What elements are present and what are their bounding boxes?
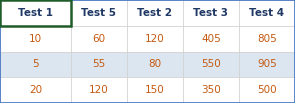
Text: 55: 55 xyxy=(92,59,105,69)
Text: 80: 80 xyxy=(148,59,161,69)
Bar xyxy=(127,0,183,26)
Text: 550: 550 xyxy=(201,59,221,69)
Text: 20: 20 xyxy=(29,85,42,95)
Bar xyxy=(0,26,71,52)
Bar xyxy=(71,52,127,77)
Bar xyxy=(239,26,295,52)
Bar xyxy=(239,0,295,26)
Bar xyxy=(183,0,239,26)
Bar xyxy=(183,52,239,77)
Bar xyxy=(0,0,71,26)
Text: Test 1: Test 1 xyxy=(18,8,53,18)
Bar xyxy=(127,26,183,52)
Text: 120: 120 xyxy=(89,85,109,95)
Bar xyxy=(127,52,183,77)
Text: 10: 10 xyxy=(29,34,42,44)
Text: Test 2: Test 2 xyxy=(137,8,172,18)
Text: 805: 805 xyxy=(257,34,277,44)
Bar xyxy=(71,0,127,26)
Text: Test 3: Test 3 xyxy=(194,8,228,18)
Text: 150: 150 xyxy=(145,85,165,95)
Bar xyxy=(71,26,127,52)
Bar xyxy=(239,52,295,77)
Bar xyxy=(0,77,71,103)
Text: 405: 405 xyxy=(201,34,221,44)
Text: 120: 120 xyxy=(145,34,165,44)
Bar xyxy=(183,26,239,52)
Text: 905: 905 xyxy=(257,59,277,69)
Bar xyxy=(183,77,239,103)
Text: 500: 500 xyxy=(257,85,277,95)
Text: Test 4: Test 4 xyxy=(249,8,285,18)
Text: Test 5: Test 5 xyxy=(81,8,116,18)
Bar xyxy=(239,77,295,103)
Text: 5: 5 xyxy=(32,59,39,69)
Bar xyxy=(0,0,71,26)
Text: 60: 60 xyxy=(92,34,105,44)
Bar xyxy=(127,77,183,103)
Bar xyxy=(71,77,127,103)
Text: 350: 350 xyxy=(201,85,221,95)
Bar xyxy=(0,52,71,77)
